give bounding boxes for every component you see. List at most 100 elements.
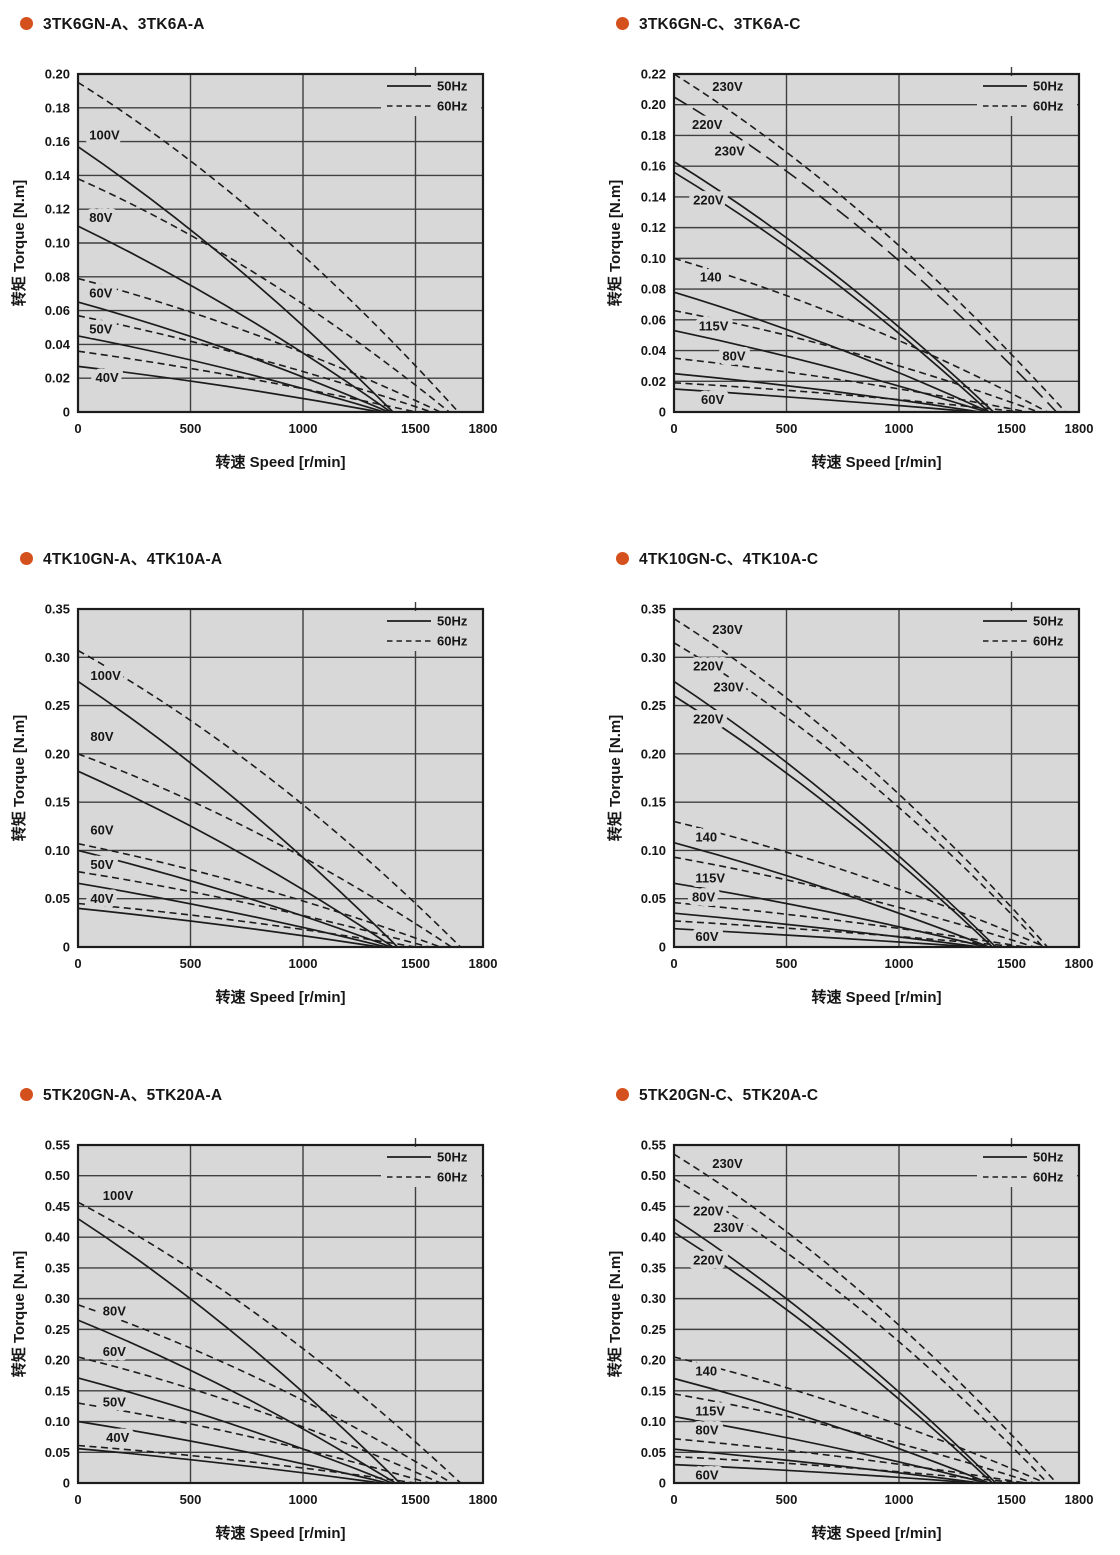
y-tick-label: 0.06 xyxy=(45,303,70,318)
curve-label: 220V xyxy=(693,192,724,207)
y-tick-label: 0.35 xyxy=(641,1260,666,1275)
curve-100V-50Hz xyxy=(77,680,399,948)
curve-label: 100V xyxy=(103,1188,134,1203)
x-tick-label: 0 xyxy=(74,1492,81,1507)
x-tick-label: 1000 xyxy=(885,1492,914,1507)
legend-backing xyxy=(977,1147,1077,1187)
curve-40V-50Hz xyxy=(77,1447,381,1484)
curve-220V-60Hz xyxy=(673,1178,1049,1484)
curve-50V-50Hz xyxy=(77,882,387,948)
curve-115V-50Hz xyxy=(673,882,987,948)
y-tick-label: 0.15 xyxy=(641,795,666,810)
legend-60hz-label: 60Hz xyxy=(437,634,468,649)
y-tick-label: 0.14 xyxy=(45,168,71,183)
y-tick-label: 0.18 xyxy=(45,100,70,115)
curve-80V-50Hz xyxy=(673,372,981,413)
plot-border xyxy=(76,72,485,414)
x-tick-label: 0 xyxy=(670,956,677,971)
curve-220V-60Hz xyxy=(673,96,1058,413)
curve-label: 100V xyxy=(90,668,121,683)
curve-100V-60Hz xyxy=(77,81,459,413)
curve-230V-50Hz xyxy=(673,160,995,413)
y-tick-label: 0.05 xyxy=(45,891,70,906)
curve-label: 50V xyxy=(90,857,113,872)
curve-140-50Hz xyxy=(673,841,990,948)
x-axis-title: 转速 Speed [r/min] xyxy=(811,988,941,1006)
curve-50V-50Hz xyxy=(77,335,385,413)
curve-60V-60Hz xyxy=(77,842,441,948)
bullet-icon xyxy=(616,552,629,565)
y-tick-label: 0.15 xyxy=(641,1383,666,1398)
x-tick-label: 0 xyxy=(670,421,677,436)
torque-speed-chart: 230V 220V 230V 220V 140 115V 80V 60V 50Hz 60Hz 0 0.… xyxy=(606,1138,1093,1543)
y-tick-label: 0.25 xyxy=(641,1322,666,1337)
curve-label: 60V xyxy=(695,1468,718,1483)
x-tick-label: 1500 xyxy=(997,1492,1026,1507)
chart-panel-6: 5TK20GN-C、5TK20A-C 230V 220V 230V 220V 140 11… xyxy=(560,1071,1120,1555)
y-tick-label: 0.05 xyxy=(641,891,666,906)
legend-backing xyxy=(381,76,481,116)
chart-title-text: 5TK20GN-C、5TK20A-C xyxy=(639,1087,819,1104)
legend-60hz-label: 60Hz xyxy=(437,99,468,114)
curve-label: 80V xyxy=(89,210,112,225)
curve-label: 40V xyxy=(90,891,113,906)
curve-230V-50Hz xyxy=(673,680,997,948)
curve-100V-60Hz xyxy=(77,649,462,948)
curve-80V-60Hz xyxy=(673,357,1028,413)
legend-60hz-label: 60Hz xyxy=(437,1170,468,1185)
curve-80V-50Hz xyxy=(77,225,392,413)
curve-80V-60Hz xyxy=(673,901,1026,948)
chart-panel-1: 3TK6GN-A、3TK6A-A 100V 80V 60V 50V 40V 50Hz 60H… xyxy=(0,0,560,535)
legend-60hz-label: 60Hz xyxy=(1033,1170,1064,1185)
curve-100V-60Hz xyxy=(77,1201,462,1484)
legend-60hz-label: 60Hz xyxy=(1033,634,1064,649)
y-tick-label: 0.35 xyxy=(45,1260,70,1275)
plot-area xyxy=(674,1145,1079,1483)
plot-border xyxy=(672,607,1081,949)
curve-label: 80V xyxy=(103,1303,126,1318)
curve-label: 230V xyxy=(715,143,746,158)
y-tick-label: 0 xyxy=(63,405,70,420)
curve-label: 40V xyxy=(96,370,119,385)
x-axis-title: 转速 Speed [r/min] xyxy=(811,1524,941,1542)
curve-label: 100V xyxy=(89,127,120,142)
chart-title: 3TK6GN-C、3TK6A-C xyxy=(596,0,1120,44)
x-tick-label: 0 xyxy=(74,421,81,436)
y-tick-label: 0.20 xyxy=(45,746,70,761)
curve-label: 230V xyxy=(712,79,743,94)
y-tick-label: 0.05 xyxy=(641,1445,666,1460)
bullet-icon xyxy=(20,1088,33,1101)
curve-80V-60Hz xyxy=(77,1304,452,1484)
curve-80V-50Hz xyxy=(77,1319,396,1484)
curve-label: 220V xyxy=(692,117,723,132)
legend-backing xyxy=(381,1147,481,1187)
curve-140-60Hz xyxy=(673,820,1046,948)
curve-230V-60Hz xyxy=(673,618,1049,948)
curve-100V-50Hz xyxy=(77,145,394,413)
x-tick-label: 1500 xyxy=(401,1492,430,1507)
curve-50V-60Hz xyxy=(77,314,432,413)
curve-60V-50Hz xyxy=(77,301,389,413)
x-tick-label: 0 xyxy=(74,956,81,971)
chart-panel-3: 4TK10GN-A、4TK10A-A 100V 80V 60V 50V 40V 50Hz 6… xyxy=(0,535,560,1071)
y-tick-label: 0.10 xyxy=(641,843,666,858)
y-tick-label: 0.20 xyxy=(45,1353,70,1368)
legend-50hz-label: 50Hz xyxy=(1033,79,1064,94)
y-tick-label: 0.55 xyxy=(641,1138,666,1153)
curve-115V-50Hz xyxy=(673,329,988,413)
y-tick-label: 0.22 xyxy=(641,67,666,82)
curve-80V-60Hz xyxy=(77,753,452,948)
y-tick-label: 0.15 xyxy=(45,1383,70,1398)
legend-50hz-label: 50Hz xyxy=(1033,1150,1064,1165)
plot-border xyxy=(76,607,485,949)
y-tick-label: 0.02 xyxy=(45,371,70,386)
y-tick-label: 0.20 xyxy=(641,97,666,112)
x-axis-title: 转速 Speed [r/min] xyxy=(215,1524,345,1542)
chart-panel-5: 5TK20GN-A、5TK20A-A 100V 80V 60V 50V 40V 50Hz 6… xyxy=(0,1071,560,1555)
curve-label: 140 xyxy=(700,269,722,284)
curve-label: 60V xyxy=(103,1344,126,1359)
legend-60hz-label: 60Hz xyxy=(1033,99,1064,114)
y-tick-label: 0.10 xyxy=(45,843,70,858)
y-tick-label: 0.30 xyxy=(45,1291,70,1306)
curve-60V-50Hz xyxy=(77,1377,393,1484)
